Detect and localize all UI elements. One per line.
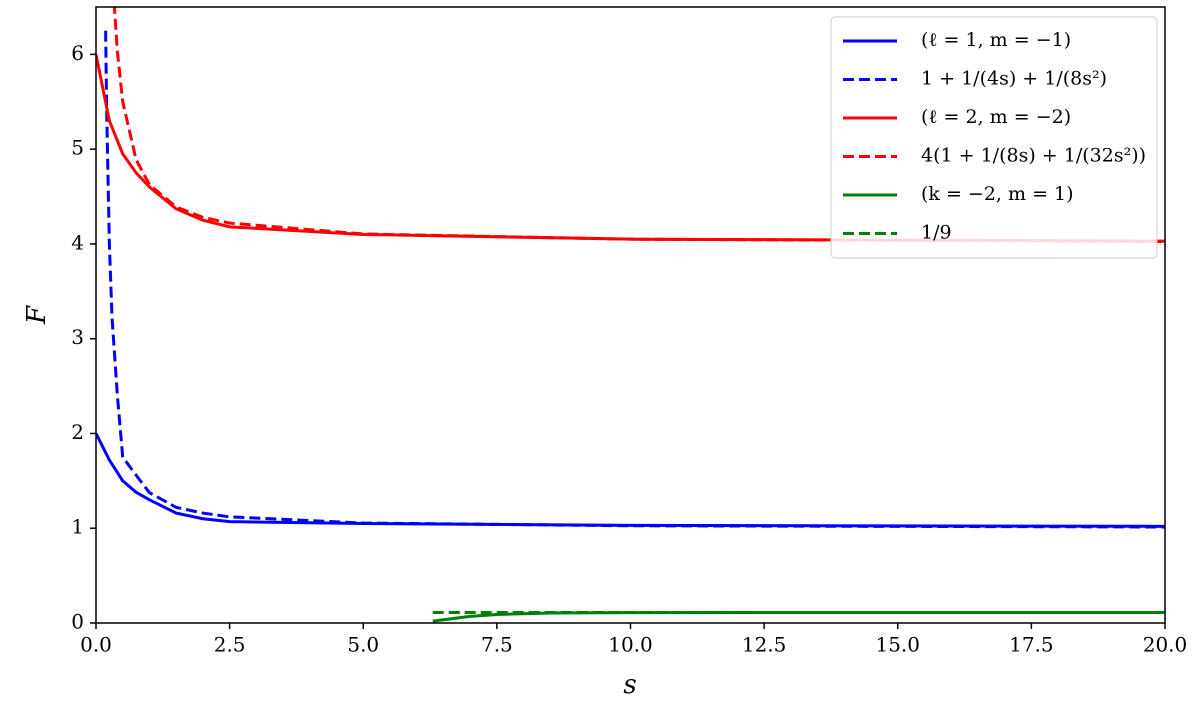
x-tick-label: 15.0 xyxy=(875,633,920,657)
legend-label: 1/9 xyxy=(921,222,952,244)
x-tick-label: 0.0 xyxy=(80,633,112,657)
x-tick-label: 10.0 xyxy=(608,633,653,657)
legend-label: 4(1 + 1/(8s) + 1/(32s²)) xyxy=(921,145,1146,167)
x-axis-label: s xyxy=(623,670,636,700)
series-line xyxy=(104,30,1165,529)
x-tick-label: 17.5 xyxy=(1009,633,1054,657)
y-tick-label: 3 xyxy=(71,325,84,349)
plot-area xyxy=(96,7,1165,623)
y-axis-label: F xyxy=(22,305,52,325)
y-tick-label: 5 xyxy=(71,136,84,160)
plot-frame xyxy=(95,6,1166,624)
series-line xyxy=(432,610,1165,623)
x-tick-label: 5.0 xyxy=(347,633,379,657)
legend-label: (ℓ = 2, m = −2) xyxy=(921,106,1071,128)
y-tick-label: 6 xyxy=(71,41,84,65)
x-tick-label: 20.0 xyxy=(1143,633,1188,657)
legend-label: 1 + 1/(4s) + 1/(8s²) xyxy=(921,68,1107,90)
x-tick-label: 2.5 xyxy=(214,633,246,657)
series-line xyxy=(96,432,1165,528)
x-tick-label: 12.5 xyxy=(742,633,787,657)
legend-box xyxy=(830,16,1158,259)
legend-label: (k = −2, m = 1) xyxy=(921,183,1074,205)
y-tick-label: 0 xyxy=(71,610,84,634)
legend-label: (ℓ = 1, m = −1) xyxy=(921,29,1071,51)
y-tick-label: 1 xyxy=(71,515,84,539)
series-line xyxy=(112,7,1165,244)
y-tick-label: 4 xyxy=(71,230,84,254)
x-tick-label: 7.5 xyxy=(481,633,513,657)
y-tick-label: 2 xyxy=(71,420,84,444)
